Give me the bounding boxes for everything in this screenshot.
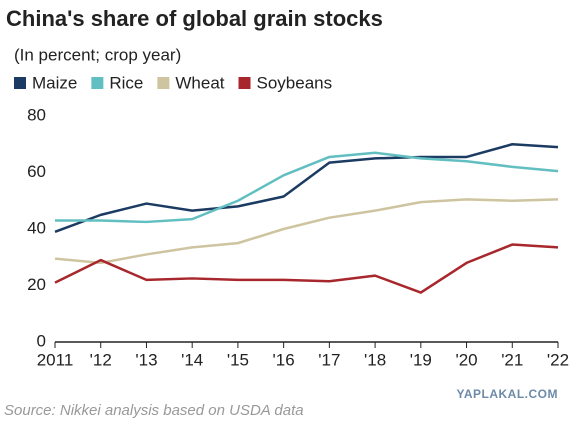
x-tick-label: '16 — [273, 350, 295, 369]
legend-swatch — [14, 77, 26, 89]
x-tick-label: 2011 — [37, 350, 74, 369]
x-tick-label: '22 — [547, 350, 569, 369]
y-tick-label: 0 — [37, 331, 46, 350]
chart-title: China's share of global grain stocks — [6, 6, 383, 31]
y-tick-label: 80 — [27, 105, 46, 124]
legend-label: Rice — [109, 73, 143, 92]
y-tick-label: 60 — [27, 162, 46, 181]
x-tick-label: '14 — [181, 350, 203, 369]
watermark: YAPLAKAL.COM — [456, 387, 558, 401]
chart-subtitle: (In percent; crop year) — [14, 45, 181, 64]
x-tick-label: '15 — [227, 350, 249, 369]
legend-label: Maize — [32, 73, 77, 92]
line — [54, 243, 559, 294]
x-tick-label: '12 — [90, 350, 112, 369]
legend-label: Soybeans — [257, 73, 333, 92]
legend-swatch — [157, 77, 170, 89]
x-tick-label: '20 — [455, 350, 477, 369]
source: Source: Nikkei analysis based on USDA da… — [4, 402, 304, 419]
legend-swatch — [91, 77, 104, 89]
x-tick-label: '17 — [318, 350, 340, 369]
legend-swatch — [238, 77, 251, 89]
y-tick-label: 40 — [27, 218, 46, 237]
y-tick-label: 20 — [27, 275, 46, 294]
line — [54, 143, 559, 233]
legend-label: Wheat — [175, 73, 224, 92]
line — [54, 198, 559, 265]
line — [55, 151, 559, 224]
x-tick-label: '18 — [364, 350, 386, 369]
x-tick-label: '13 — [135, 350, 157, 369]
x-tick-label: '21 — [501, 350, 523, 369]
x-tick-label: '19 — [410, 350, 432, 369]
